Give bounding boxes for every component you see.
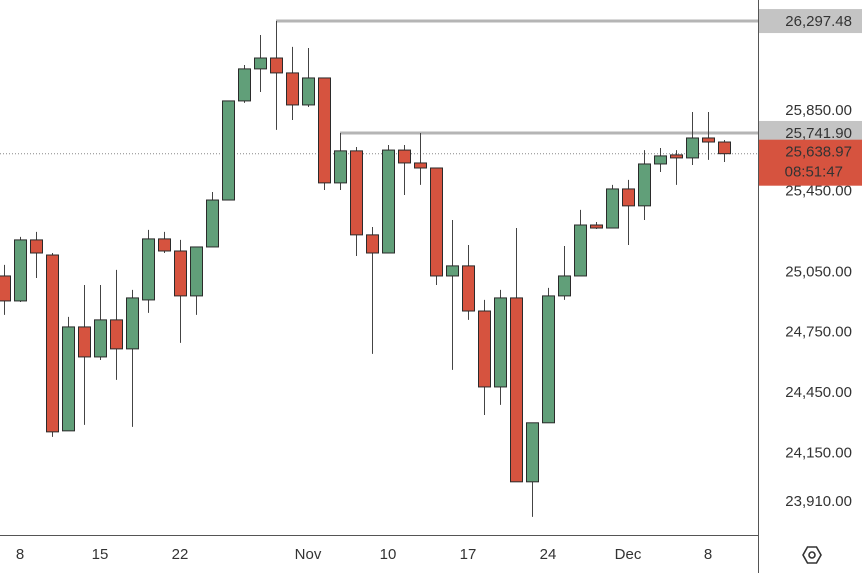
candle-body: [430, 167, 443, 277]
countdown-label: 08:51:47: [785, 164, 843, 181]
plot-area: [0, 19, 758, 517]
candle-body: [350, 150, 363, 236]
y-tick-label: 25,450.00: [785, 183, 852, 200]
candle-body: [0, 275, 11, 302]
candle-body: [526, 422, 539, 483]
x-tick-label: 24: [540, 546, 557, 563]
candle-body: [222, 100, 235, 201]
x-tick-label: Nov: [295, 546, 322, 563]
x-tick-label: 8: [16, 546, 24, 563]
candle-body: [270, 57, 283, 74]
candle-body: [574, 224, 587, 277]
candle-body: [318, 77, 331, 184]
settings-dot[interactable]: [808, 551, 816, 559]
candle-body: [46, 254, 59, 433]
x-tick-label: Dec: [615, 546, 642, 563]
candle-body: [302, 77, 315, 106]
candle-body: [702, 137, 715, 143]
candle-body: [14, 239, 27, 302]
candle-body: [174, 250, 187, 297]
candle-body: [654, 155, 667, 165]
last-price-label: 25,638.97: [785, 144, 852, 161]
candle-body: [254, 57, 267, 70]
candle-body: [686, 137, 699, 159]
candle-body: [398, 149, 411, 164]
candle-body: [510, 297, 523, 483]
last-price-box: [759, 139, 862, 186]
candle-body: [638, 163, 651, 207]
y-tick-label: 25,850.00: [785, 102, 852, 119]
candle-body: [622, 188, 635, 207]
y-tick-label: 24,150.00: [785, 445, 852, 462]
y-tick-label: 23,910.00: [785, 493, 852, 510]
candle-body: [126, 297, 139, 350]
price-tag-label: 25,741.90: [785, 125, 852, 142]
candle-body: [366, 234, 379, 254]
price-tag-box: [759, 9, 862, 34]
x-tick-label: 10: [380, 546, 397, 563]
y-tick-label: 24,450.00: [785, 384, 852, 401]
price-tag-label: 26,297.48: [785, 13, 852, 30]
candle-body: [206, 199, 219, 248]
candle-body: [78, 326, 91, 358]
candle-body: [670, 154, 683, 159]
settings-hexagon[interactable]: [802, 546, 822, 564]
candle-body: [414, 162, 427, 169]
candle-body: [334, 150, 347, 184]
candle-body: [382, 149, 395, 254]
candle-body: [286, 72, 299, 106]
candle-body: [110, 319, 123, 350]
candle-body: [494, 297, 507, 388]
candle-body: [142, 238, 155, 301]
candle-body: [590, 224, 603, 229]
candle-body: [30, 239, 43, 254]
x-tick-label: 8: [704, 546, 712, 563]
x-tick-label: 22: [172, 546, 189, 563]
settings-icon[interactable]: [802, 546, 822, 564]
candle-body: [542, 295, 555, 424]
candle-body: [62, 326, 75, 432]
y-tick-label: 25,050.00: [785, 263, 852, 280]
candle-body: [94, 319, 107, 358]
candle-body: [558, 275, 571, 297]
candle-body: [606, 188, 619, 229]
candle-body: [446, 265, 459, 277]
candle-body: [462, 265, 475, 312]
candle-body: [190, 246, 203, 297]
candle-body: [718, 141, 731, 155]
candle-body: [238, 68, 251, 102]
x-tick-label: 17: [460, 546, 477, 563]
y-tick-label: 24,750.00: [785, 324, 852, 341]
candle-body: [158, 238, 171, 252]
x-tick-label: 15: [92, 546, 109, 563]
candle-body: [478, 310, 491, 388]
